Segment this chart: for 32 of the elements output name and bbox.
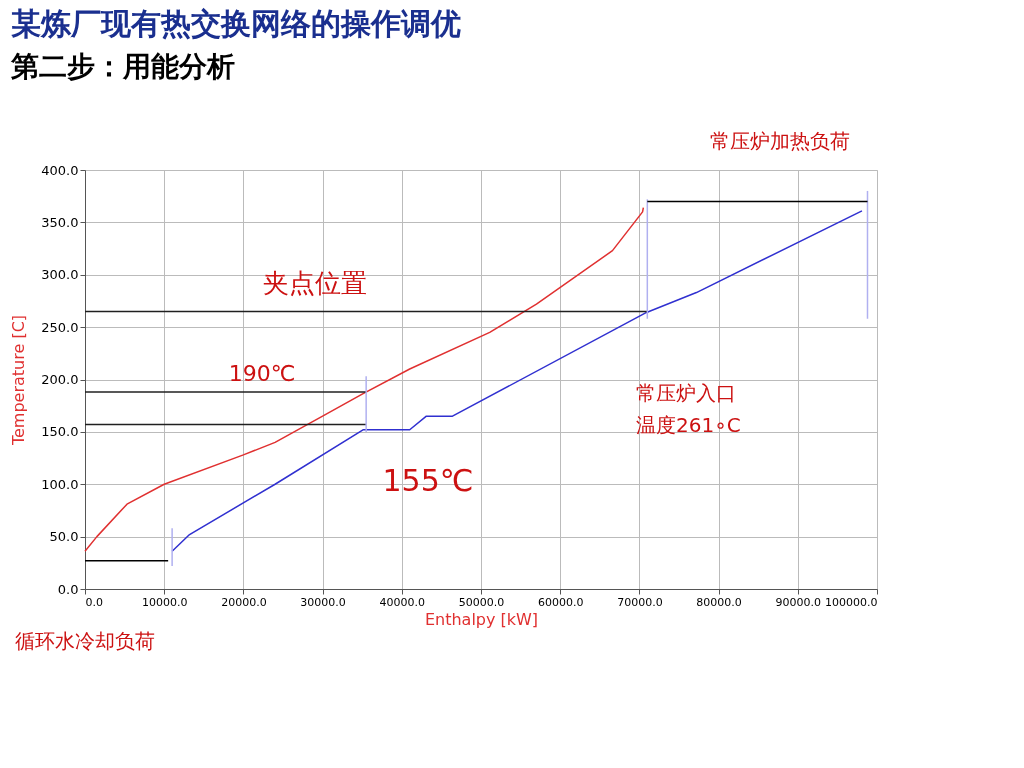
y-tick-label: 250.0 bbox=[41, 319, 79, 335]
annotation: 190℃ bbox=[228, 361, 296, 386]
annotation: 常压炉入口 bbox=[636, 381, 736, 405]
line-series bbox=[171, 210, 863, 553]
y-tick-label: 200.0 bbox=[41, 372, 79, 387]
y-tick-label: 100.0 bbox=[41, 476, 79, 492]
x-tick-label: 90000.0 bbox=[775, 595, 822, 609]
y-tick-label: 0.0 bbox=[57, 581, 79, 597]
y-tick-label: 400.0 bbox=[41, 162, 79, 178]
x-tick-label: 20000.0 bbox=[221, 595, 267, 609]
text: 循环水冷却负荷 bbox=[15, 629, 155, 653]
x-tick-label: 100000.0 bbox=[825, 595, 878, 609]
x-tick-label: 70000.0 bbox=[617, 595, 663, 609]
annotation: 温度261∘C bbox=[636, 413, 741, 437]
text: 常压炉加热负荷 bbox=[710, 129, 850, 153]
x-tick-label: 0.0 bbox=[85, 595, 103, 609]
x-tick-label: 80000.0 bbox=[696, 595, 742, 609]
chart-title: 某炼厂现有热交换网络的操作调优 bbox=[10, 6, 461, 41]
y-axis-title: Temperature [C] bbox=[9, 314, 29, 447]
x-tick-label: 60000.0 bbox=[537, 595, 584, 609]
x-tick-label: 30000.0 bbox=[300, 595, 346, 609]
y-tick-label: 150.0 bbox=[41, 424, 79, 440]
annotation: 155℃ bbox=[382, 463, 474, 498]
annotation: 夹点位置 bbox=[263, 268, 367, 298]
x-tick-label: 50000.0 bbox=[458, 595, 505, 609]
x-axis-title: Enthalpy [kW] bbox=[424, 609, 539, 629]
y-tick-label: 300.0 bbox=[41, 267, 79, 283]
chart-subtitle: 第二步：用能分析 bbox=[9, 50, 235, 83]
x-tick-label: 40000.0 bbox=[379, 595, 426, 609]
y-tick-label: 350.0 bbox=[41, 214, 79, 230]
y-tick-label: 50.0 bbox=[49, 529, 79, 545]
x-tick-label: 10000.0 bbox=[141, 595, 188, 609]
